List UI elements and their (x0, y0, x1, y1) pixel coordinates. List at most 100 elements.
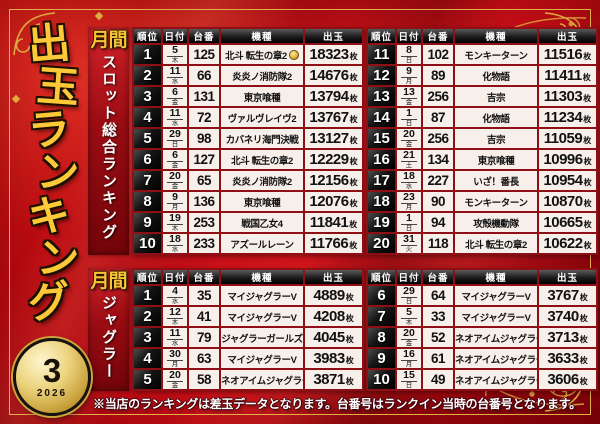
machine-no-cell: 94 (423, 213, 453, 232)
table-header-row: 順位 日付 台番 機種 出玉 (368, 270, 596, 284)
rank-cell: 1 (134, 286, 161, 305)
model-cell: マイジャグラーV (221, 349, 303, 368)
table-row: 15 20 金 256 吉宗 11059枚 (368, 129, 596, 148)
model-cell: 炎炎ノ消防隊2 (221, 171, 303, 190)
table-row: 9 19 木 253 戦国乙女4 11841枚 (134, 213, 362, 232)
model-cell: ネオアイムジャグラー (455, 328, 537, 347)
border-finial (94, 11, 104, 21)
col-header-payout: 出玉 (305, 29, 362, 43)
payout-cell: 3606枚 (539, 370, 596, 389)
col-header-rank: 順位 (368, 29, 395, 43)
machine-no-cell: 33 (423, 307, 453, 326)
table-row: 20 31 火 118 北斗 転生の章2 10622枚 (368, 234, 596, 253)
machine-no-cell: 61 (423, 349, 453, 368)
table-row: 6 29 日 64 マイジャグラーV 3767枚 (368, 286, 596, 305)
month-number: 3 (42, 352, 62, 389)
footer-note: ※当店のランキングは差玉データとなります。台番号はランクイン当時の台番号となりま… (93, 397, 581, 411)
table-header-row: 順位 日付 台番 機種 出玉 (134, 270, 362, 284)
model-cell: マイジャグラーV (455, 307, 537, 326)
section-label-title: スロット総合ランキング (100, 54, 117, 241)
model-cell: 吉宗 (455, 87, 537, 106)
rank-cell: 6 (134, 150, 161, 169)
date-cell: 20 金 (397, 328, 421, 347)
rank-cell: 18 (368, 192, 395, 211)
payout-cell: 11516枚 (539, 45, 596, 64)
col-header-date: 日付 (163, 270, 187, 284)
rank-cell: 6 (368, 286, 395, 305)
title-char: 玉 (35, 61, 81, 112)
rank-cell: 7 (368, 307, 395, 326)
machine-no-cell: 127 (189, 150, 219, 169)
model-cell: ネオアイムジャグラー (455, 349, 537, 368)
machine-no-cell: 256 (423, 129, 453, 148)
col-header-machine-no: 台番 (423, 29, 453, 43)
model-cell: ネオアイムジャグラー (221, 370, 303, 389)
model-cell: モンキーターン (455, 45, 537, 64)
machine-no-cell: 72 (189, 108, 219, 127)
rank-cell: 1 (134, 45, 161, 64)
date-cell: 19 木 (163, 213, 187, 232)
table-header-row: 順位 日付 台番 機種 出玉 (368, 29, 596, 43)
title-char: ン (35, 233, 81, 284)
rank-cell: 19 (368, 213, 395, 232)
col-header-date: 日付 (397, 270, 421, 284)
col-header-rank: 順位 (134, 270, 161, 284)
col-header-date: 日付 (163, 29, 187, 43)
corner-flourish-icon (13, 12, 56, 56)
title-char: ン (35, 147, 81, 198)
rank-cell: 9 (134, 213, 161, 232)
col-header-model: 機種 (221, 29, 303, 43)
rank-cell: 13 (368, 87, 395, 106)
machine-no-cell: 118 (423, 234, 453, 253)
model-cell: ジャグラーガールズ (221, 328, 303, 347)
date-cell: 11 水 (163, 66, 187, 85)
rank-cell: 2 (134, 307, 161, 326)
table-row: 3 11 水 79 ジャグラーガールズ 4045枚 (134, 328, 362, 347)
model-cell: モンキーターン (455, 192, 537, 211)
rank-cell: 7 (134, 171, 161, 190)
payout-cell: 3871枚 (305, 370, 362, 389)
col-header-machine-no: 台番 (189, 270, 219, 284)
date-cell: 21 土 (397, 150, 421, 169)
rank-cell: 4 (134, 349, 161, 368)
section-slot-label: 月間 スロット総合ランキング (88, 27, 129, 255)
rank-cell: 11 (368, 45, 395, 64)
model-cell: ヴァルヴレイヴ2 (221, 108, 303, 127)
col-header-machine-no: 台番 (189, 29, 219, 43)
payout-cell: 3740枚 (539, 307, 596, 326)
date-cell: 11 水 (163, 328, 187, 347)
date-cell: 20 金 (163, 370, 187, 389)
machine-no-cell: 131 (189, 87, 219, 106)
model-cell: 戦国乙女4 (221, 213, 303, 232)
payout-cell: 13127枚 (305, 129, 362, 148)
date-cell: 18 水 (163, 234, 187, 253)
payout-cell: 3767枚 (539, 286, 596, 305)
table-row: 4 30 月 63 マイジャグラーV 3983枚 (134, 349, 362, 368)
col-header-payout: 出玉 (539, 29, 596, 43)
col-header-date: 日付 (397, 29, 421, 43)
col-header-machine-no: 台番 (423, 270, 453, 284)
date-cell: 30 月 (163, 349, 187, 368)
rank-cell: 5 (134, 129, 161, 148)
machine-no-cell: 64 (423, 286, 453, 305)
payout-cell: 3983枚 (305, 349, 362, 368)
payout-cell: 10665枚 (539, 213, 596, 232)
rank-cell: 8 (368, 328, 395, 347)
machine-no-cell: 35 (189, 286, 219, 305)
table-row: 17 18 水 227 いざ！番長 10954枚 (368, 171, 596, 190)
machine-no-cell: 227 (423, 171, 453, 190)
date-cell: 16 月 (397, 349, 421, 368)
